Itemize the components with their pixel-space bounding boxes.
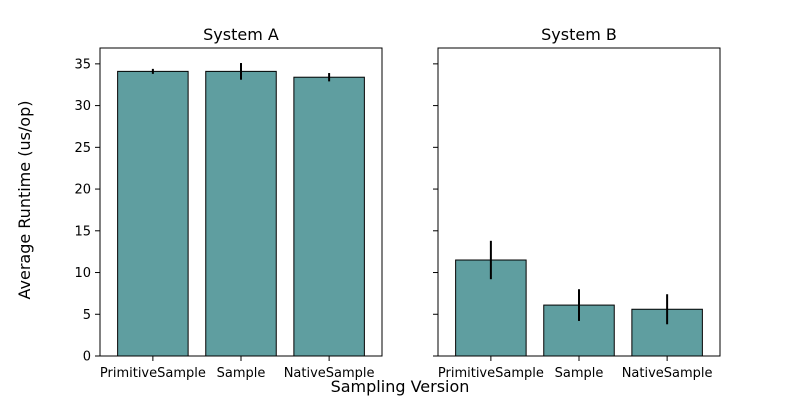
- panel-title: System A: [203, 25, 279, 44]
- y-tick-label: 30: [74, 99, 91, 114]
- panel-title: System B: [541, 25, 617, 44]
- panel-system-a: System A 0 5 10 15 20 25 30 35 PrimitiveSample Sam…: [74, 25, 383, 381]
- x-tick-label: Sample: [217, 366, 266, 381]
- x-tick-label: NativeSample: [284, 366, 375, 381]
- y-tick-label: 10: [74, 266, 91, 281]
- chart-panels: System A 0 5 10 15 20 25 30 35 PrimitiveSample Sam…: [74, 25, 721, 381]
- x-tick-label: NativeSample: [622, 366, 713, 381]
- x-tick-label: Sample: [555, 366, 604, 381]
- bar: [293, 76, 365, 357]
- y-tick-label: 35: [74, 57, 91, 72]
- y-tick-label: 15: [74, 224, 91, 239]
- x-tick-label: PrimitiveSample: [100, 366, 206, 381]
- y-axis-label: Average Runtime (us/op): [15, 101, 34, 300]
- y-tick-label: 25: [74, 141, 91, 156]
- panel-system-b: System B PrimitiveSample Sample NativeSampl…: [433, 25, 721, 381]
- bar: [117, 70, 189, 357]
- y-tick-label: 20: [74, 183, 91, 198]
- y-tick-label: 5: [83, 308, 91, 323]
- x-tick-label: PrimitiveSample: [438, 366, 544, 381]
- bar: [205, 70, 277, 357]
- x-axis-label: Sampling Version: [331, 377, 470, 396]
- y-tick-label: 0: [83, 350, 91, 365]
